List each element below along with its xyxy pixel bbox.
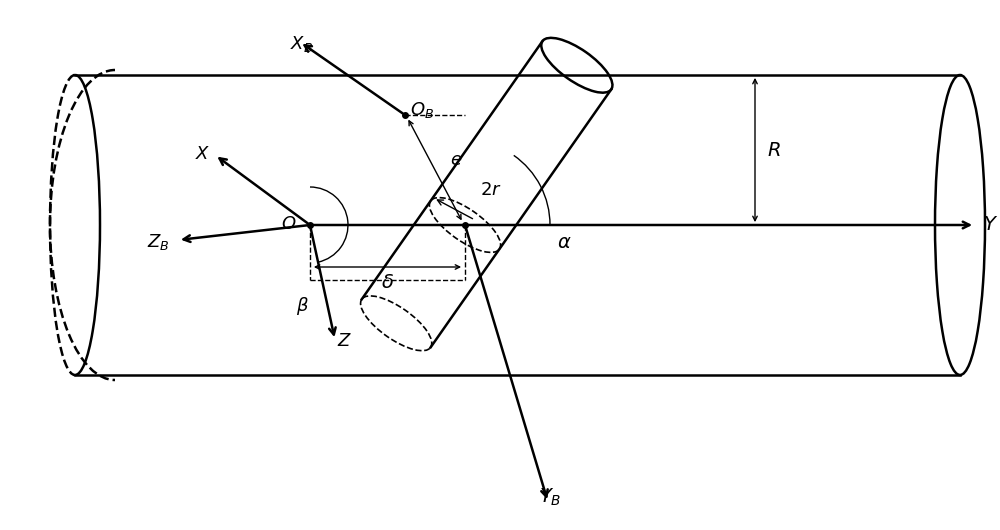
Text: $X_B$: $X_B$ [290,34,314,54]
Text: $O$: $O$ [281,215,296,233]
Text: $2r$: $2r$ [480,181,502,199]
Text: $Z$: $Z$ [337,332,352,350]
Text: $e$: $e$ [450,151,462,169]
Text: $\delta$: $\delta$ [381,273,394,292]
Text: $R$: $R$ [767,140,781,160]
Text: $X$: $X$ [195,145,210,163]
Text: $\beta$: $\beta$ [296,295,308,317]
Text: $\alpha$: $\alpha$ [557,234,572,252]
Text: $Z_B$: $Z_B$ [147,232,170,252]
Text: $O_B$: $O_B$ [410,100,434,120]
Text: $Y$: $Y$ [983,216,998,234]
Text: $Y_B$: $Y_B$ [539,487,561,508]
